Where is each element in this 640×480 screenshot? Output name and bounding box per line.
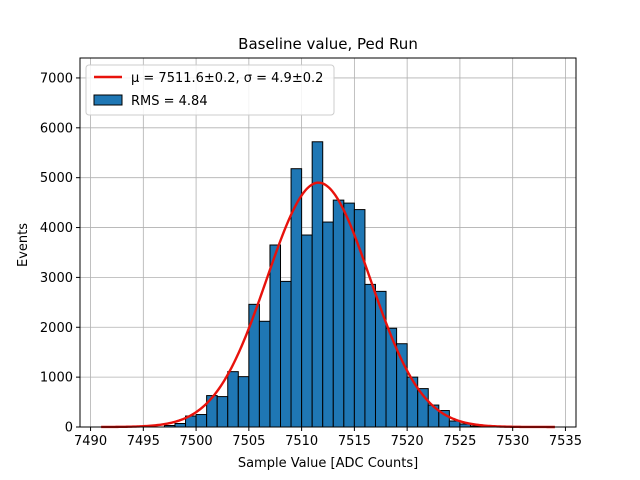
y-tick-label: 0 xyxy=(65,421,73,436)
fit-curve-group xyxy=(101,181,555,429)
y-axis-label: Events xyxy=(16,223,31,267)
histogram-bar xyxy=(227,371,239,428)
histogram-bar xyxy=(269,244,282,428)
histogram-bar xyxy=(174,423,187,428)
y-tick-label: 2000 xyxy=(40,321,73,336)
x-tick-label: 7530 xyxy=(496,434,529,449)
x-tick-label: 7515 xyxy=(338,434,371,449)
x-axis-label: Sample Value [ADC Counts] xyxy=(238,456,418,471)
legend: μ = 7511.6±0.2, σ = 4.9±0.2 RMS = 4.84 xyxy=(85,64,335,116)
y-tick-label: 6000 xyxy=(40,121,73,136)
x-tick-label: 7490 xyxy=(74,434,107,449)
x-tick-label: 7535 xyxy=(549,434,582,449)
histogram-bar xyxy=(322,221,334,428)
legend-histogram-swatch xyxy=(93,94,123,106)
histogram-bar xyxy=(280,280,292,428)
x-tick-label: 7510 xyxy=(285,434,318,449)
x-tick-label: 7495 xyxy=(127,434,160,449)
histogram-bar xyxy=(364,283,376,428)
histogram-bar xyxy=(301,234,313,428)
legend-box xyxy=(85,64,335,116)
x-tick-label: 7500 xyxy=(180,434,213,449)
histogram-bar xyxy=(216,396,229,428)
x-tick-label: 7505 xyxy=(232,434,265,449)
plot-frame xyxy=(79,57,577,428)
legend-histogram-label: RMS = 4.84 xyxy=(131,94,208,109)
histogram-bar xyxy=(396,343,408,428)
x-tick-label: 7525 xyxy=(443,434,476,449)
chart-title: Baseline value, Ped Run xyxy=(238,35,418,53)
x-tick-label: 7520 xyxy=(391,434,424,449)
histogram-bar xyxy=(290,168,303,428)
legend-fit-label: μ = 7511.6±0.2, σ = 4.9±0.2 xyxy=(131,71,323,86)
y-tick-label: 3000 xyxy=(40,271,73,286)
y-tick-label: 1000 xyxy=(40,371,73,386)
y-tick-label: 7000 xyxy=(40,71,73,86)
gaussian-fit-curve xyxy=(101,181,555,429)
histogram-bar xyxy=(195,414,208,428)
axis-ticks: 7490 7495 7500 7505 7510 7515 7520 7525 7530 7535… xyxy=(40,71,582,449)
y-tick-label: 4000 xyxy=(40,221,73,236)
histogram-bars xyxy=(163,141,493,428)
histogram-bar xyxy=(258,320,271,428)
histogram-bar xyxy=(343,202,355,428)
histogram-bar xyxy=(237,376,250,428)
y-tick-label: 5000 xyxy=(40,171,73,186)
histogram-bar xyxy=(332,199,345,428)
